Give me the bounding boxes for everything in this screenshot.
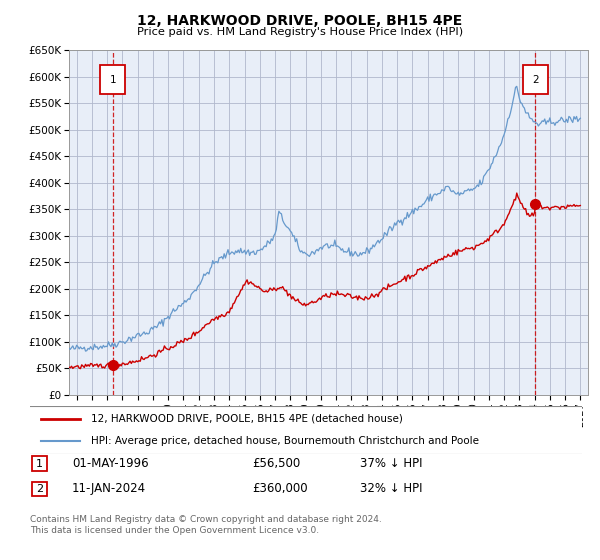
Text: 12, HARKWOOD DRIVE, POOLE, BH15 4PE (detached house): 12, HARKWOOD DRIVE, POOLE, BH15 4PE (det…	[91, 414, 403, 424]
Text: HPI: Average price, detached house, Bournemouth Christchurch and Poole: HPI: Average price, detached house, Bour…	[91, 436, 479, 446]
Text: 12, HARKWOOD DRIVE, POOLE, BH15 4PE: 12, HARKWOOD DRIVE, POOLE, BH15 4PE	[137, 14, 463, 28]
Text: 11-JAN-2024: 11-JAN-2024	[72, 482, 146, 496]
Text: £56,500: £56,500	[252, 457, 300, 470]
FancyBboxPatch shape	[100, 65, 125, 94]
FancyBboxPatch shape	[523, 65, 548, 94]
Text: 2: 2	[36, 484, 43, 494]
Text: 37% ↓ HPI: 37% ↓ HPI	[360, 457, 422, 470]
Text: 01-MAY-1996: 01-MAY-1996	[72, 457, 149, 470]
FancyBboxPatch shape	[25, 405, 587, 454]
Text: 32% ↓ HPI: 32% ↓ HPI	[360, 482, 422, 496]
Text: 1: 1	[36, 459, 43, 469]
Text: 2: 2	[532, 74, 538, 85]
Text: Price paid vs. HM Land Registry's House Price Index (HPI): Price paid vs. HM Land Registry's House …	[137, 27, 463, 37]
Text: Contains HM Land Registry data © Crown copyright and database right 2024.
This d: Contains HM Land Registry data © Crown c…	[30, 515, 382, 535]
Text: 1: 1	[109, 74, 116, 85]
Text: £360,000: £360,000	[252, 482, 308, 496]
